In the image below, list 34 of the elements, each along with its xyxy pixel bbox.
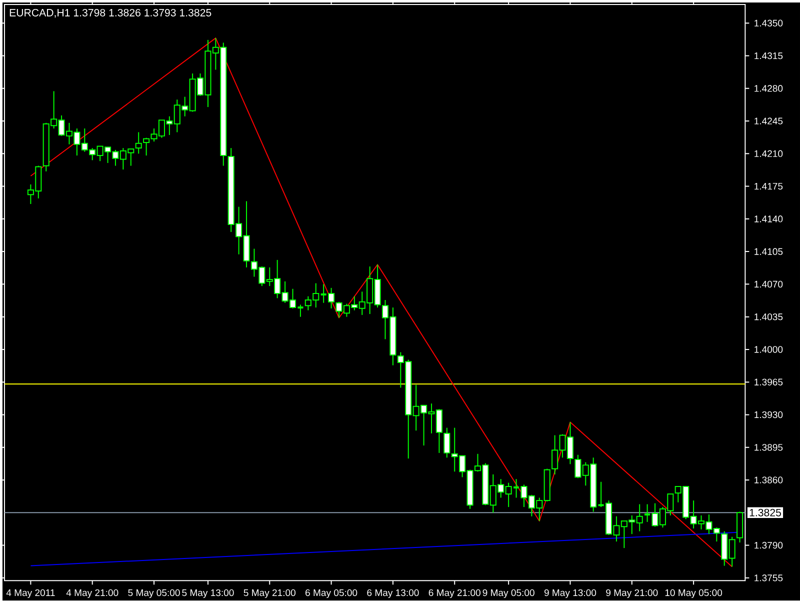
x-tick-label: 4 May 21:00 — [66, 589, 118, 598]
x-tick-label: 5 May 21:00 — [244, 589, 296, 598]
x-tick-label: 6 May 05:00 — [306, 589, 358, 598]
x-tick-label: 10 May 05:00 — [665, 589, 722, 598]
y-tick-label: 1.4070 — [754, 280, 783, 288]
y-tick-label: 1.3755 — [754, 574, 783, 582]
y-tick-label: 1.4035 — [754, 313, 783, 320]
y-tick-label: 1.3860 — [754, 476, 783, 484]
x-tick-label: 5 May 13:00 — [182, 589, 234, 598]
x-tick-label: 5 May 05:00 — [128, 589, 180, 598]
x-tick-label: 6 May 13:00 — [367, 589, 419, 598]
x-tick-label: 9 May 05:00 — [482, 589, 534, 598]
y-tick-label: 1.3790 — [754, 542, 783, 548]
y-tick-label: 1.4350 — [754, 20, 783, 26]
ref-line-label: 1.3825 — [750, 508, 781, 516]
y-tick-label: 1.4105 — [754, 248, 783, 255]
x-tick-label: 4 May 2011 — [6, 589, 55, 598]
y-tick-label: 1.3895 — [754, 444, 783, 451]
x-tick-label: 9 May 13:00 — [544, 589, 596, 598]
y-tick-label: 1.4280 — [754, 84, 783, 92]
y-tick-label: 1.4140 — [754, 215, 783, 222]
y-tick-label: 1.3965 — [754, 378, 783, 386]
y-tick-label: 1.3930 — [754, 411, 783, 418]
y-tick-label: 1.4210 — [754, 150, 783, 157]
candlestick — [135, 132, 142, 154]
line-series — [30, 37, 733, 568]
y-tick-label: 1.4315 — [754, 52, 783, 59]
candlestick — [444, 427, 450, 458]
chart-title: EURCAD,H1 1.3798 1.3826 1.3793 1.3825 — [10, 8, 212, 18]
y-tick-label: 1.4175 — [754, 182, 783, 190]
x-tick-label: 9 May 21:00 — [606, 589, 658, 598]
x-tick-label: 6 May 21:00 — [428, 589, 480, 598]
y-tick-label: 1.4000 — [754, 346, 783, 353]
y-tick-label: 1.4245 — [754, 117, 783, 124]
